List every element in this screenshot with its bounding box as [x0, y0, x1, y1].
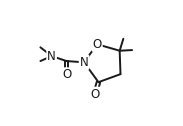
Text: O: O [62, 68, 71, 81]
Text: N: N [80, 56, 88, 69]
Text: O: O [90, 88, 100, 101]
Text: O: O [93, 38, 102, 51]
Text: N: N [47, 50, 56, 63]
